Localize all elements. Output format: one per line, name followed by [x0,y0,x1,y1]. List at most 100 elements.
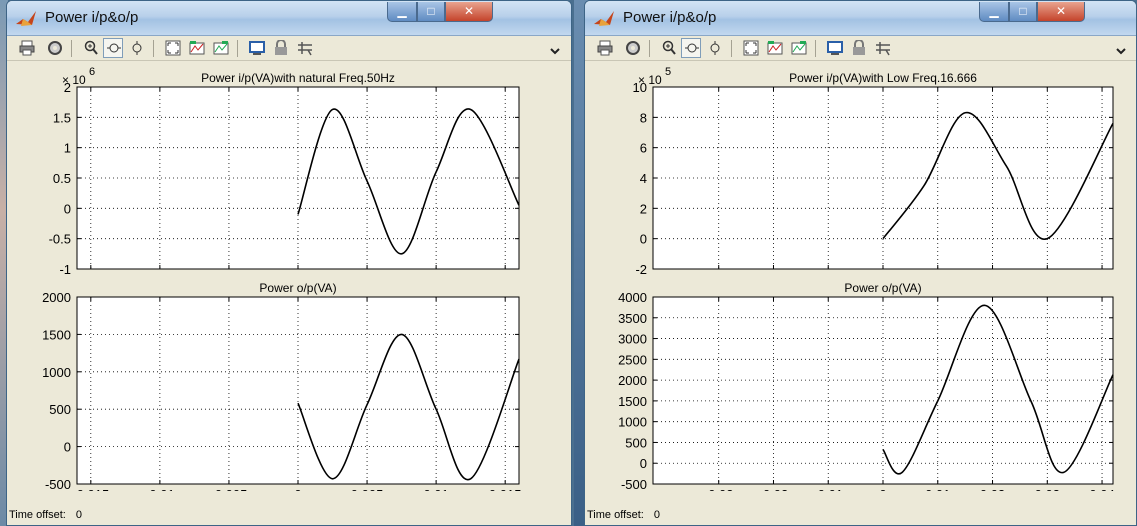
signal-selection-button[interactable] [873,38,893,58]
lock-axes-icon [853,40,865,55]
y-tick-label: 3000 [618,332,647,347]
restore-axes-button[interactable] [211,38,231,58]
scope-window-right: Power i/p&o/p ▁ □ ✕ -2 0 2 4 6 8 10 Power i/p(V… [584,0,1137,526]
x-tick-label: -0.015 [72,487,109,491]
save-axes-icon [189,41,205,55]
restore-axes-button[interactable] [789,38,809,58]
autoscale-icon [165,40,181,56]
toolbar-separator [71,40,72,57]
close-icon: ✕ [463,4,475,18]
zoom-x-button[interactable] [681,38,701,58]
scope-axes[interactable]: -2 0 2 4 6 8 10 Power i/p(VA)with Low Freq.16.6… [585,61,1136,491]
minimize-icon: ▁ [397,4,407,18]
x-tick-label: -0.02 [759,487,789,491]
save-axes-button[interactable] [187,38,207,58]
zoom-y-button[interactable] [127,38,147,58]
signal-selection-icon [876,42,890,56]
y-tick-label: 1500 [42,327,71,342]
y-axis-exponent-power: 6 [89,66,95,78]
maximize-button[interactable]: □ [417,2,445,22]
window-title: Power i/p&o/p [623,9,717,26]
x-tick-label: 0.02 [980,487,1005,491]
more-button[interactable] [545,38,565,58]
lock-axes-button[interactable] [849,38,869,58]
zoom-y-button[interactable] [705,38,725,58]
save-axes-icon [767,41,783,55]
maximize-icon: □ [427,4,435,18]
autoscale-button[interactable] [741,38,761,58]
y-tick-label: 3500 [618,311,647,326]
desktop-background-left [0,0,8,526]
lock-axes-button[interactable] [271,38,291,58]
parameters-button[interactable] [45,38,65,58]
y-tick-label: 4000 [618,290,647,305]
y-tick-label: 0.5 [53,171,71,186]
x-tick-label: 0 [294,487,301,491]
minimize-icon: ▁ [989,4,999,18]
plot-panel: -1 -0.5 0 0.5 1 1.5 2 Power i/p(VA)with natural… [49,66,520,277]
floating-scope-button[interactable] [247,38,267,58]
minimize-button[interactable]: ▁ [387,2,417,22]
print-icon [597,40,613,56]
x-tick-label: 0.005 [351,487,384,491]
more-button[interactable] [1111,38,1131,58]
floating-scope-icon [827,41,843,55]
minimize-button[interactable]: ▁ [979,2,1009,22]
autoscale-button[interactable] [163,38,183,58]
time-offset-value: 0 [75,509,82,521]
scope-axes[interactable]: -1 -0.5 0 0.5 1 1.5 2 Power i/p(VA)with natural… [7,61,571,491]
y-tick-label: 10 [633,80,647,95]
status-bar: Time offset: 0 [9,509,82,521]
plot-title: Power o/p(VA) [259,281,336,295]
scope-window-left: Power i/p&o/p ▁ □ ✕ -1 -0.5 0 0.5 1 1.5 2 Power… [6,0,572,526]
zoom-x-button[interactable] [103,38,123,58]
signal-trace [297,333,520,481]
y-tick-label: 1000 [618,415,647,430]
print-button[interactable] [595,38,615,58]
floating-scope-button[interactable] [825,38,845,58]
y-tick-label: 2500 [618,352,647,367]
zoom-in-button[interactable] [659,38,679,58]
zoom-y-icon [132,41,142,55]
maximize-button[interactable]: □ [1009,2,1037,22]
y-tick-label: 1500 [618,394,647,409]
lock-axes-icon [275,40,287,55]
signal-selection-button[interactable] [295,38,315,58]
x-tick-label: -0.01 [145,487,175,491]
toolbar-separator [731,40,732,57]
zoom-in-button[interactable] [81,38,101,58]
plot-panel: -0.03 -0.02 -0.01 0 0.01 0.02 0.03 0.04 -500 0 500… [618,281,1115,491]
time-offset-label: Time offset: [9,509,66,521]
plot-title: Power i/p(VA)with Low Freq.16.666 [789,71,977,85]
signal-trace [882,111,1114,240]
more-icon [1116,48,1126,55]
title-bar[interactable]: Power i/p&o/p ▁ □ ✕ [585,1,1136,36]
time-offset-value: 0 [653,509,660,521]
print-icon [19,40,35,56]
x-tick-label: 0.03 [1035,487,1060,491]
y-tick-label: 500 [49,402,71,417]
y-tick-label: -500 [621,477,647,491]
close-button[interactable]: ✕ [1037,2,1085,22]
parameters-icon [626,41,640,55]
title-bar[interactable]: Power i/p&o/p ▁ □ ✕ [7,1,571,36]
matlab-icon [16,11,36,26]
x-tick-label: 0 [879,487,886,491]
parameters-button[interactable] [623,38,643,58]
x-tick-label: -0.03 [704,487,734,491]
x-tick-label: -0.01 [813,487,843,491]
zoom-x-icon [685,43,699,53]
signal-trace [882,304,1114,475]
zoom-y-icon [710,41,720,55]
save-axes-button[interactable] [765,38,785,58]
restore-axes-icon [213,41,229,55]
y-tick-label: 6 [640,141,647,156]
close-button[interactable]: ✕ [445,2,493,22]
x-tick-label: 0.015 [489,487,522,491]
toolbar-separator [237,40,238,57]
print-button[interactable] [17,38,37,58]
signal-selection-icon [298,42,312,56]
y-tick-label: 500 [625,435,647,450]
matlab-icon [594,11,614,26]
more-icon [550,48,560,55]
